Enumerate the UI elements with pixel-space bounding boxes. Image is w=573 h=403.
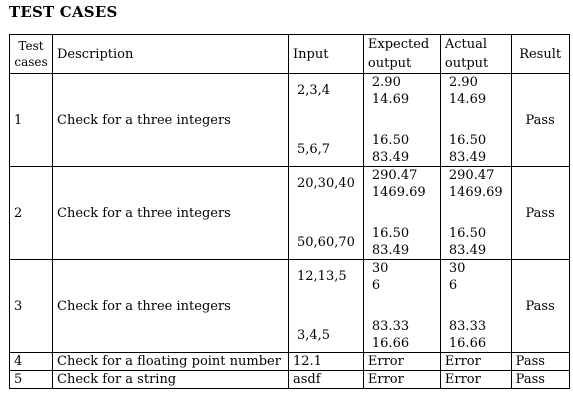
test-case-input: 2,3,4 5,6,7	[288, 73, 364, 167]
test-case-result: Pass	[510, 352, 570, 371]
test-case-input: 12,13,5 3,4,5	[288, 259, 364, 353]
test-case-input: 12.1	[288, 352, 364, 371]
test-case-expected: Error	[362, 352, 441, 371]
table-row: 2 Check for a three integers 20,30,40 50…	[9, 166, 570, 260]
test-case-result: Pass	[510, 259, 570, 353]
test-case-description: Check for a three integers	[52, 259, 289, 353]
test-case-input: 20,30,40 50,60,70	[288, 166, 364, 260]
test-case-number: 1	[9, 73, 53, 167]
test-case-expected: Error	[362, 370, 441, 389]
test-case-input: asdf	[288, 370, 364, 389]
test-case-actual: Error	[439, 352, 512, 371]
test-case-actual: 290.47 1469.69 16.50 83.49	[439, 166, 512, 260]
table-row: 3 Check for a three integers 12,13,5 3,4…	[9, 259, 570, 353]
test-case-description: Check for a three integers	[52, 73, 289, 167]
header-description: Description	[52, 34, 289, 74]
test-case-result: Pass	[510, 166, 570, 260]
section-heading: TEST CASES	[9, 3, 118, 21]
header-actual-output: Actual output	[439, 34, 512, 74]
table-row: 1 Check for a three integers 2,3,4 5,6,7…	[9, 73, 570, 167]
test-case-description: Check for a floating point number	[52, 352, 289, 371]
test-case-actual: 30 6 83.33 16.66	[439, 259, 512, 353]
header-test-cases: Test cases	[9, 34, 53, 74]
test-case-number: 3	[9, 259, 53, 353]
table-row: 4 Check for a floating point number 12.1…	[9, 352, 570, 371]
test-case-actual: 2.90 14.69 16.50 83.49	[439, 73, 512, 167]
test-case-number: 5	[9, 370, 53, 389]
test-case-result: Pass	[510, 370, 570, 389]
table-header-row: Test cases Description Input Expected ou…	[9, 34, 570, 74]
test-cases-table: Test cases Description Input Expected ou…	[9, 34, 570, 389]
test-case-actual: Error	[439, 370, 512, 389]
test-case-description: Check for a string	[52, 370, 289, 389]
test-case-result: Pass	[510, 73, 570, 167]
header-expected-output: Expected output	[362, 34, 441, 74]
test-case-expected: 2.90 14.69 16.50 83.49	[362, 73, 441, 167]
test-case-expected: 290.47 1469.69 16.50 83.49	[362, 166, 441, 260]
header-input: Input	[288, 34, 364, 74]
test-case-number: 2	[9, 166, 53, 260]
test-case-expected: 30 6 83.33 16.66	[362, 259, 441, 353]
table-row: 5 Check for a string asdf Error Error Pa…	[9, 370, 570, 389]
test-case-description: Check for a three integers	[52, 166, 289, 260]
header-result: Result	[510, 34, 570, 74]
test-case-number: 4	[9, 352, 53, 371]
